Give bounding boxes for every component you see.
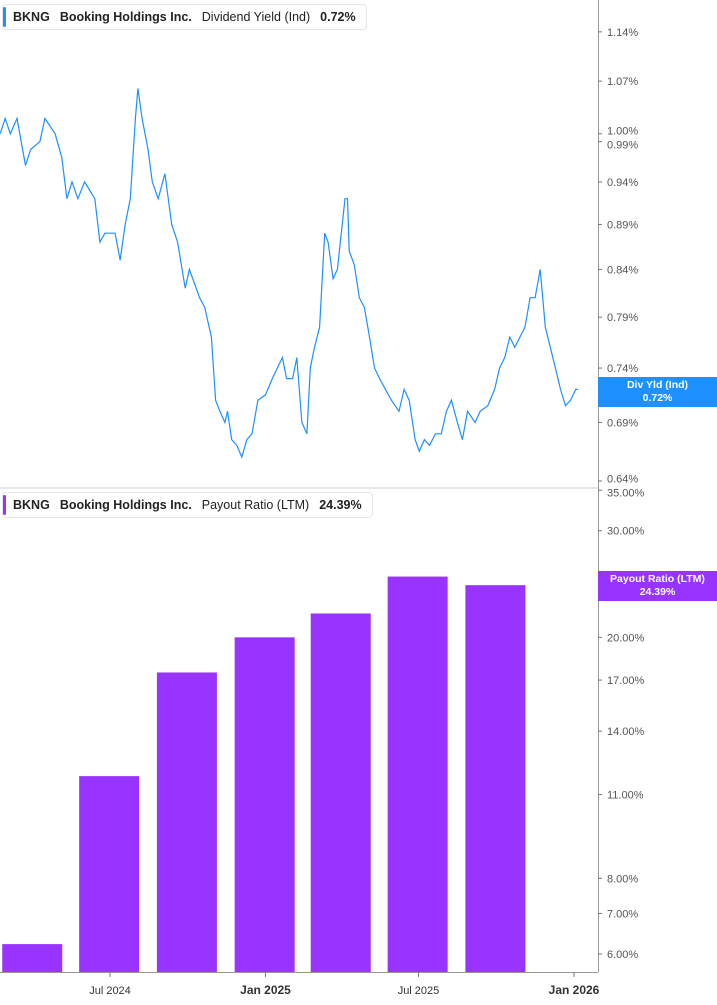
flag-value: 0.72% xyxy=(642,392,673,404)
payout-bar xyxy=(234,637,295,972)
x-tick-label: Jul 2025 xyxy=(398,985,440,997)
payout-bar xyxy=(310,613,371,972)
payout-y-axis: 35.00% 30.00% 20.00% 17.00% 14.00% 11.00% 8.00… xyxy=(598,488,645,961)
y-tick-label: 30.00% xyxy=(607,526,645,538)
y-tick-label: 35.00% xyxy=(607,488,645,500)
y-tick-label: 0.99% xyxy=(607,140,638,152)
y-tick-label: 0.94% xyxy=(607,177,638,189)
metric-name: Payout Ratio (LTM) xyxy=(201,498,310,512)
metric-value: 24.39% xyxy=(319,498,362,512)
yield-value-flag: Div Yld (Ind) 0.72% xyxy=(598,377,717,407)
payout-color-swatch xyxy=(3,495,6,515)
ticker: BKNG xyxy=(13,10,50,24)
flag-value: 24.39% xyxy=(639,586,676,598)
payout-bar xyxy=(465,585,526,972)
y-tick-label: 7.00% xyxy=(607,909,638,921)
company-name: Booking Holdings Inc. xyxy=(59,498,192,512)
company-name: Booking Holdings Inc. xyxy=(59,10,192,24)
y-tick-label: 0.89% xyxy=(607,220,638,232)
payout-bar xyxy=(2,944,63,972)
y-tick-label: 6.00% xyxy=(607,949,638,961)
y-tick-label: 0.79% xyxy=(607,312,638,324)
ticker: BKNG xyxy=(13,498,50,512)
x-tick-label: Jan 2026 xyxy=(549,983,600,997)
dividend-yield-line xyxy=(0,88,579,459)
y-tick-label: 0.69% xyxy=(607,418,638,430)
y-tick-label: 8.00% xyxy=(607,873,638,885)
yield-legend: BKNG Booking Holdings Inc. Dividend Yiel… xyxy=(2,4,367,30)
y-tick-label: 0.84% xyxy=(607,264,638,276)
y-tick-label: 1.00% xyxy=(607,126,638,138)
payout-bars xyxy=(2,576,526,972)
y-tick-label: 0.64% xyxy=(607,474,638,486)
metric-name: Dividend Yield (Ind) xyxy=(201,10,311,24)
y-tick-label: 17.00% xyxy=(607,675,645,687)
x-axis: Jul 2024 Jan 2025 Jul 2025 Jan 2026 xyxy=(89,972,600,997)
x-tick-label: Jul 2024 xyxy=(89,985,131,997)
x-tick-label: Jan 2025 xyxy=(240,983,291,997)
payout-bar xyxy=(387,576,448,972)
yield-y-axis: 1.14% 1.07% 1.00% 0.99% 0.94% 0.89% 0.84% 0.79%… xyxy=(598,27,638,486)
y-tick-label: 20.00% xyxy=(607,632,645,644)
payout-value-flag: Payout Ratio (LTM) 24.39% xyxy=(598,571,717,601)
metric-value: 0.72% xyxy=(320,10,356,24)
y-tick-label: 1.14% xyxy=(607,27,638,39)
flag-label: Div Yld (Ind) xyxy=(626,379,689,391)
y-tick-label: 14.00% xyxy=(607,726,645,738)
payout-bar xyxy=(79,776,140,972)
y-tick-label: 1.07% xyxy=(607,76,638,88)
payout-legend: BKNG Booking Holdings Inc. Payout Ratio … xyxy=(2,492,373,518)
flag-label: Payout Ratio (LTM) xyxy=(610,573,705,585)
yield-color-swatch xyxy=(3,7,6,27)
y-tick-label: 11.00% xyxy=(607,790,644,802)
payout-bar xyxy=(156,672,217,972)
y-tick-label: 0.74% xyxy=(607,363,638,375)
